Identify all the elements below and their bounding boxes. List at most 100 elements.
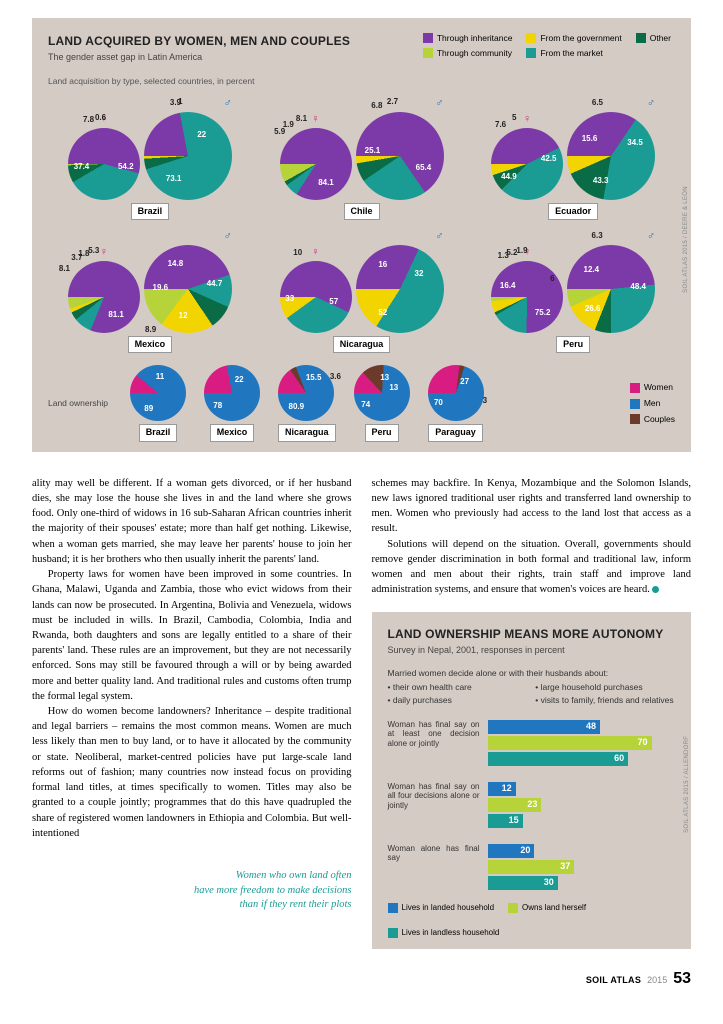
pie-value: 1: [178, 96, 182, 108]
pie-value: 26.6: [585, 303, 601, 315]
ownership-legend: Women Men Couples: [630, 381, 675, 425]
panel2-sub: Survey in Nepal, 2001, responses in perc…: [388, 644, 676, 657]
country-ecuador: ♀42.544.97.65♂34.543.315.66.5Ecuador: [471, 95, 675, 220]
swatch-other: [636, 33, 646, 43]
bar-fill: 37: [488, 860, 575, 874]
pie-value: 10: [293, 247, 302, 259]
swatch-men: [630, 399, 640, 409]
para: Solutions will depend on the situation. …: [372, 537, 692, 598]
bar-fill: 48: [488, 720, 601, 734]
pie-value: 32: [415, 268, 424, 280]
ownership-peru: 131374Peru: [354, 365, 410, 442]
bar: 30: [488, 876, 676, 890]
country-label: Brazil: [139, 424, 178, 442]
pie-value: 15.5: [306, 372, 322, 384]
pie-ownership: 27370: [428, 365, 484, 421]
bar: 37: [488, 860, 676, 874]
pie-value: 5: [512, 112, 516, 124]
para: schemes may backfire. In Kenya, Mozambiq…: [372, 476, 692, 537]
country-label: Ecuador: [548, 203, 598, 221]
panel1-legend: Through inheritance From the government …: [423, 32, 671, 60]
swatch-community: [423, 48, 433, 58]
footer-title: SOIL ATLAS: [586, 974, 641, 988]
male-icon: ♂: [567, 95, 655, 112]
country-label: Peru: [556, 336, 590, 354]
country-mexico: ♀81.18.13.71.85.3♂44.7128.919.614.8Mexic…: [48, 228, 252, 353]
pie-value: 14.8: [168, 258, 184, 270]
pie-value: 33: [285, 293, 294, 305]
pie-value: 7.8: [83, 114, 94, 126]
pie-male: 34.543.315.66.5: [567, 112, 655, 200]
pie-value: 22: [235, 374, 244, 386]
pie-value: 81.1: [108, 309, 124, 321]
panel2-intro: Married women decide alone or with their…: [388, 667, 676, 679]
para: Property laws for women have been improv…: [32, 567, 352, 704]
page-footer: SOIL ATLAS 2015 53: [32, 967, 691, 991]
pie-value: 16.4: [500, 280, 516, 292]
pie-value: 84.1: [318, 177, 334, 189]
pie-female: 573310: [280, 261, 352, 333]
pie-value: 8.9: [145, 324, 156, 336]
country-label: Paraguay: [428, 424, 483, 442]
pie-female: 84.15.91.98.1: [280, 128, 352, 200]
pie-value: 5.3: [88, 245, 99, 257]
bar: 15: [488, 814, 676, 828]
swatch-market: [526, 48, 536, 58]
pie-value: 25.1: [365, 145, 381, 157]
pie-female: 75.216.41.35.21.9: [491, 261, 563, 333]
ownership-label: Land ownership: [48, 397, 130, 410]
country-label: Chile: [344, 203, 380, 221]
pie-value: 42.5: [541, 153, 557, 165]
pie-value: 44.9: [501, 171, 517, 183]
pie-male: 48.426.6612.46.3: [567, 245, 655, 333]
pie-value: 54.2: [118, 161, 134, 173]
swatch-landed: [388, 903, 398, 913]
panel2-source: SOIL ATLAS 2015 / ALLENDORF: [683, 736, 692, 833]
pie-female: 42.544.97.65: [491, 128, 563, 200]
bar-fill: 70: [488, 736, 652, 750]
pie-value: 19.6: [153, 282, 169, 294]
pie-value: 6.8: [371, 100, 382, 112]
pie-value: 1.9: [283, 119, 294, 131]
bar-fill: 30: [488, 876, 558, 890]
pie-value: 78: [213, 400, 222, 412]
pie-male: 44.7128.919.614.8: [144, 245, 232, 333]
pull-quote: Women who own land oftenhave more freedo…: [32, 869, 352, 913]
pie-value: 16: [378, 259, 387, 271]
body-col-left: ality may well be different. If a woman …: [32, 476, 352, 949]
bar: 23: [488, 798, 676, 812]
pie-ownership: 15.53.680.9: [278, 365, 334, 421]
footer-page: 53: [673, 967, 691, 991]
pie-value: 74: [361, 399, 370, 411]
pie-value: 13: [389, 382, 398, 394]
ownership-brazil: 1189 Brazil: [130, 365, 186, 442]
swatch-women: [630, 383, 640, 393]
bar: 20: [488, 844, 676, 858]
pie-ownership: 1189: [130, 365, 186, 421]
pie-value: 2.7: [387, 96, 398, 108]
pie-female: 54.237.47.80.6: [68, 128, 140, 200]
pie-value: 8.1: [296, 113, 307, 125]
pie-ownership: 131374: [354, 365, 410, 421]
pie-female: 81.18.13.71.85.3: [68, 261, 140, 333]
bar: 70: [488, 736, 676, 750]
pie-value: 44.7: [207, 278, 223, 290]
country-label: Nicaragua: [333, 336, 391, 354]
panel2-legend: Lives in landed household Owns land hers…: [388, 902, 676, 939]
bar: 48: [488, 720, 676, 734]
pie-male: 325216: [356, 245, 444, 333]
panel-autonomy: LAND OWNERSHIP MEANS MORE AUTONOMY Surve…: [372, 612, 692, 950]
swatch-landless: [388, 928, 398, 938]
pie-value: 57: [329, 296, 338, 308]
pie-value: 1.9: [516, 245, 527, 257]
bar-fill: 12: [488, 782, 516, 796]
bar-label: Woman has final say on at least one deci…: [388, 720, 480, 768]
country-label: Mexico: [210, 424, 255, 442]
pie-value: 43.3: [593, 175, 609, 187]
pie-value: 75.2: [535, 307, 551, 319]
male-icon: ♂: [144, 228, 232, 245]
pie-value: 80.9: [289, 401, 305, 413]
pie-value: 89: [144, 403, 153, 415]
para: ality may well be different. If a woman …: [32, 476, 352, 567]
panel-land-acquired: LAND ACQUIRED BY WOMEN, MEN AND COUPLES …: [32, 18, 691, 452]
